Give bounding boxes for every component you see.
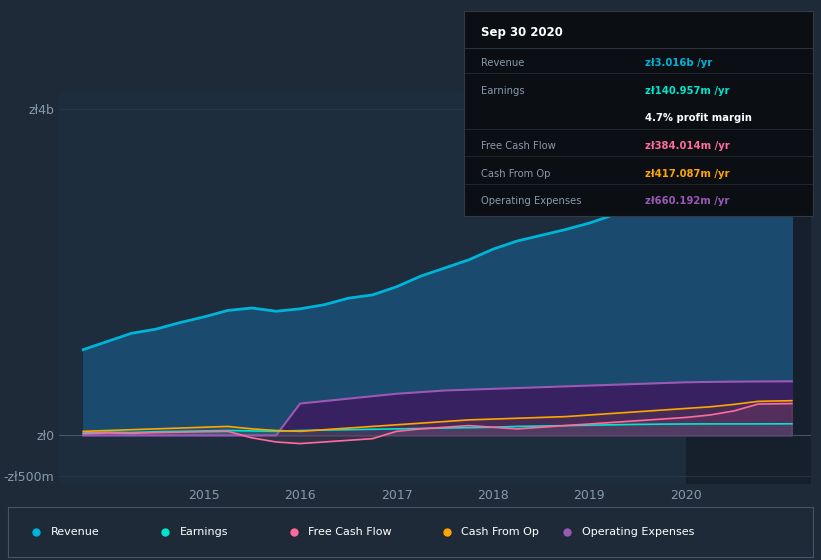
Text: Operating Expenses: Operating Expenses	[481, 196, 582, 206]
Text: zł660.192m /yr: zł660.192m /yr	[645, 196, 730, 206]
Text: Revenue: Revenue	[51, 527, 99, 537]
Text: Operating Expenses: Operating Expenses	[582, 527, 695, 537]
Text: Sep 30 2020: Sep 30 2020	[481, 26, 563, 39]
Text: Earnings: Earnings	[481, 86, 525, 96]
Text: Cash From Op: Cash From Op	[461, 527, 539, 537]
Text: Cash From Op: Cash From Op	[481, 169, 551, 179]
Text: Free Cash Flow: Free Cash Flow	[309, 527, 392, 537]
Text: zł3.016b /yr: zł3.016b /yr	[645, 58, 713, 68]
Text: zł140.957m /yr: zł140.957m /yr	[645, 86, 730, 96]
Text: 4.7% profit margin: 4.7% profit margin	[645, 114, 752, 123]
Text: zł384.014m /yr: zł384.014m /yr	[645, 141, 730, 151]
Text: Earnings: Earnings	[180, 527, 228, 537]
Text: zł417.087m /yr: zł417.087m /yr	[645, 169, 730, 179]
Text: Free Cash Flow: Free Cash Flow	[481, 141, 556, 151]
Bar	[686, 92, 811, 484]
Text: Revenue: Revenue	[481, 58, 525, 68]
